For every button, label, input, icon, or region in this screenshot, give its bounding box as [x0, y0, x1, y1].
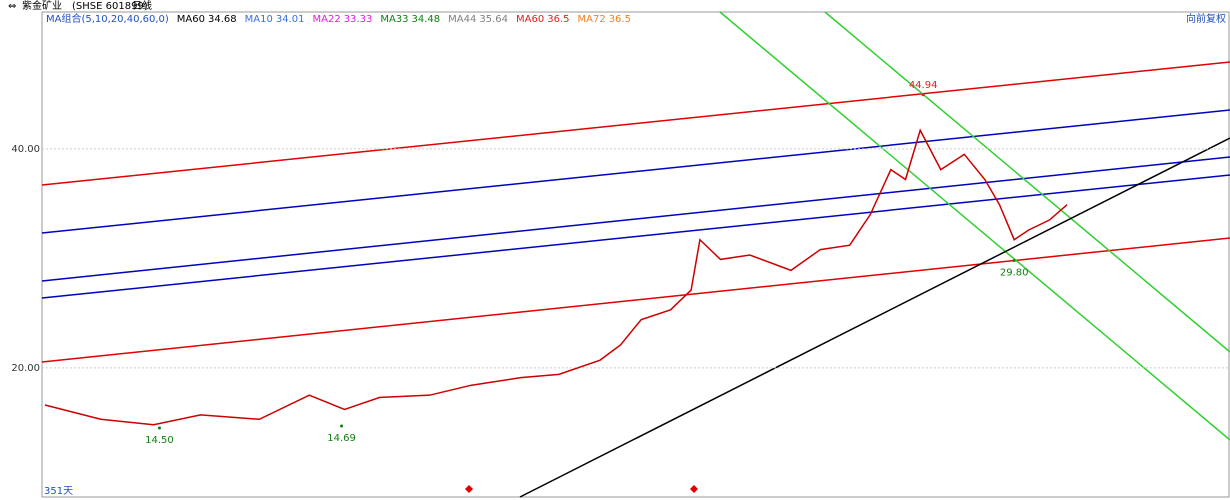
annotation-point [921, 93, 925, 97]
annotation-label: 14.69 [327, 433, 356, 444]
period[interactable]: 日线 [132, 0, 152, 12]
day-count: 351天 [44, 486, 73, 497]
price-line [44, 128, 1068, 426]
ma-group: MA组合(5,10,20,40,60,0) [46, 12, 169, 25]
stock-code: (SHSE 601899) [72, 1, 148, 12]
y-tick-label: 20.00 [11, 363, 40, 374]
annotation-label: 44.94 [909, 80, 938, 91]
trend-line [41, 109, 1230, 234]
event-marker[interactable] [465, 485, 473, 493]
trend-lines [41, 11, 1230, 498]
ma-value: 34.01 [276, 14, 305, 25]
trend-line [719, 11, 1230, 441]
ma-value: 34.68 [208, 14, 237, 25]
ma-name: MA44 [448, 14, 476, 25]
stock-title[interactable]: 紫金矿业 [22, 0, 62, 12]
ma-name: MA60 [177, 14, 205, 25]
ma-name: MA10 [245, 14, 273, 25]
ma-value: 35.64 [479, 14, 508, 25]
annotation-label: 14.50 [145, 435, 174, 446]
annotation-label: 29.80 [1000, 268, 1029, 279]
plot-frame [41, 11, 1230, 498]
trend-line [41, 156, 1230, 282]
trend-line [41, 174, 1230, 299]
annotation-point [340, 424, 344, 428]
ma-value: 33.33 [344, 14, 373, 25]
ma-value: 36.5 [609, 14, 631, 25]
ma-name: MA60 [516, 14, 544, 25]
trend-line [824, 11, 1230, 353]
ma-value: 34.48 [412, 14, 441, 25]
ma-legend: MA组合(5,10,20,40,60,0) MA60 34.68 MA10 34.01 M… [46, 12, 631, 25]
y-tick-label: 40.00 [11, 144, 40, 155]
annotation-point [1012, 259, 1016, 263]
trend-line [519, 137, 1230, 498]
ma-name: MA22 [312, 14, 340, 25]
annotation-point [157, 426, 161, 430]
ma-value: 36.5 [547, 14, 569, 25]
trend-line [41, 237, 1230, 363]
trend-line [41, 61, 1230, 186]
ma-name: MA72 [577, 14, 605, 25]
adjust-mode[interactable]: 向前复权 [1186, 12, 1226, 25]
event-marker[interactable] [690, 485, 698, 493]
stock-icon: ⇔ [8, 1, 16, 12]
ma-name: MA33 [380, 14, 408, 25]
